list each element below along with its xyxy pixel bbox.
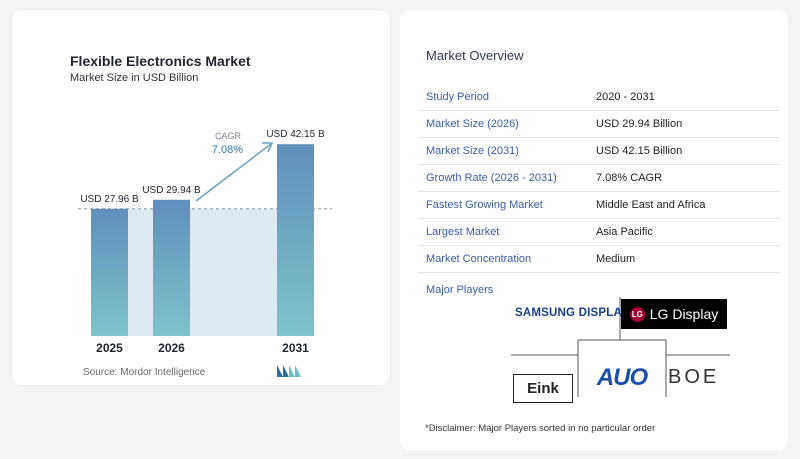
overview-key: Study Period <box>418 84 588 111</box>
overview-value: Middle East and Africa <box>588 191 780 219</box>
bar-2025 <box>91 208 128 336</box>
cagr-value: 7.08% <box>212 144 243 156</box>
bar-chart: USD 27.96 B 2025 USD 29.94 B 2026 USD 42.15 … <box>78 129 332 355</box>
overview-row: Growth Rate (2026 - 2031) 7.08% CAGR <box>418 164 780 192</box>
auo-logo: AUO <box>596 364 648 391</box>
x-tick-label-2025: 2025 <box>96 341 123 355</box>
bar-2026 <box>153 199 190 336</box>
lg-circle-icon: LG <box>629 306 645 322</box>
overview-value: Medium <box>588 245 780 273</box>
lg-display-text: LG Display <box>649 306 719 322</box>
overview-key: Market Size (2031) <box>418 137 588 165</box>
overview-value: USD 29.94 Billion <box>588 110 780 138</box>
major-players-heading: Major Players <box>426 284 494 296</box>
overview-table: Study Period 2020 - 2031 Market Size (202… <box>418 84 780 273</box>
x-tick-label-2031: 2031 <box>282 341 309 355</box>
overview-row: Fastest Growing Market Middle East and Af… <box>418 191 780 219</box>
cagr-arrow-head <box>262 142 274 153</box>
overview-row: Study Period 2020 - 2031 <box>418 84 780 111</box>
overview-key: Growth Rate (2026 - 2031) <box>418 164 588 192</box>
mordor-intelligence-logo <box>277 365 301 377</box>
overview-value: USD 42.15 Billion <box>588 137 780 165</box>
cagr-label: CAGR <box>215 131 242 141</box>
overview-value: 7.08% CAGR <box>588 164 780 192</box>
data-label-2026: USD 29.94 B <box>142 185 201 196</box>
data-label-2025: USD 27.96 B <box>80 194 139 205</box>
overview-key: Fastest Growing Market <box>418 191 588 219</box>
overview-row: Largest Market Asia Pacific <box>418 218 780 246</box>
samsung-display-logo: SAMSUNG DISPLAY <box>515 307 629 319</box>
chart-subtitle: Market Size in USD Billion <box>70 72 199 84</box>
overview-row: Market Concentration Medium <box>418 245 780 273</box>
data-label-2031: USD 42.15 B <box>266 129 325 140</box>
overview-value: 2020 - 2031 <box>588 84 780 111</box>
lg-display-logo: LG LG Display <box>621 299 727 329</box>
disclaimer-note: *Disclaimer: Major Players sorted in no … <box>425 423 656 434</box>
overview-key: Market Size (2026) <box>418 110 588 138</box>
x-tick-label-2026: 2026 <box>158 341 185 355</box>
source-note: Source: Mordor Intelligence <box>83 367 206 378</box>
overview-value: Asia Pacific <box>588 218 780 246</box>
overview-heading: Market Overview <box>426 48 524 63</box>
bar-2031 <box>277 144 314 336</box>
overview-row: Market Size (2026) USD 29.94 Billion <box>418 110 780 138</box>
overview-key: Market Concentration <box>418 245 588 273</box>
boe-logo: BOE <box>668 366 720 388</box>
reference-band <box>91 208 314 336</box>
overview-key: Largest Market <box>418 218 588 246</box>
eink-logo: Eink <box>513 374 573 403</box>
chart-title: Flexible Electronics Market <box>70 53 251 69</box>
cagr-arrow-line <box>195 143 272 202</box>
overview-row: Market Size (2031) USD 42.15 Billion <box>418 137 780 165</box>
